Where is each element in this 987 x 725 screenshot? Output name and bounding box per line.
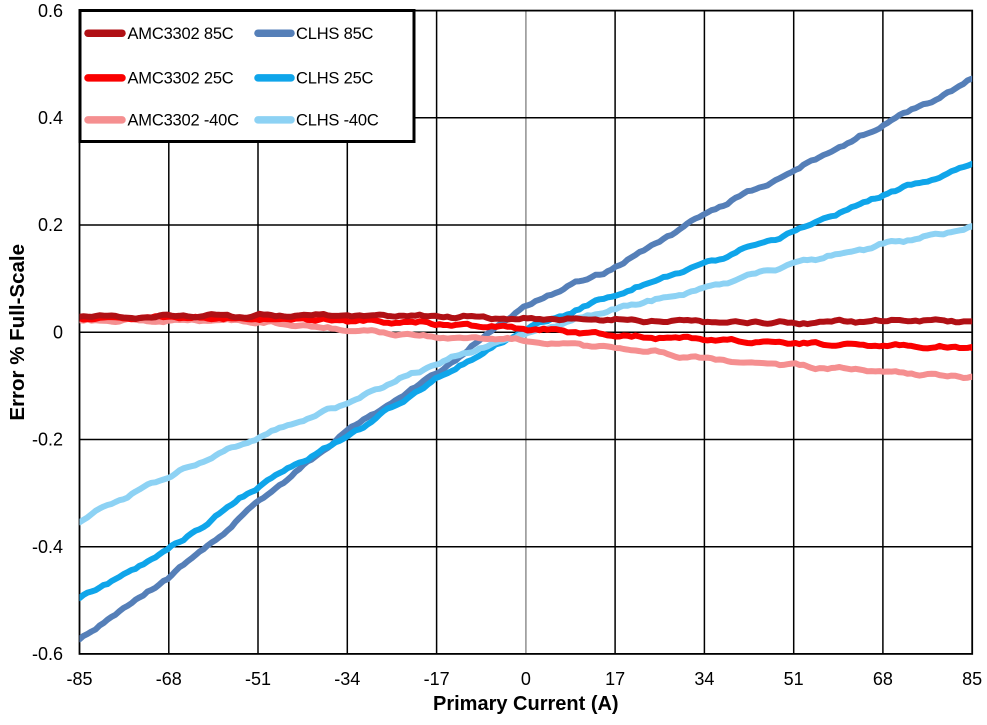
svg-text:Error % Full-Scale: Error % Full-Scale — [6, 244, 29, 421]
svg-text:34: 34 — [694, 669, 714, 689]
svg-text:AMC3302 25C: AMC3302 25C — [128, 70, 234, 88]
svg-text:AMC3302 85C: AMC3302 85C — [128, 25, 234, 43]
svg-text:-34: -34 — [334, 669, 360, 689]
svg-text:51: 51 — [784, 669, 804, 689]
svg-text:0.4: 0.4 — [38, 108, 63, 128]
svg-text:AMC3302 -40C: AMC3302 -40C — [128, 112, 240, 130]
svg-text:Primary Current (A): Primary Current (A) — [433, 693, 619, 715]
svg-text:-68: -68 — [156, 669, 182, 689]
svg-text:CLHS 85C: CLHS 85C — [296, 25, 374, 43]
svg-text:-85: -85 — [66, 669, 92, 689]
svg-text:17: 17 — [605, 669, 625, 689]
svg-text:0.6: 0.6 — [38, 1, 63, 21]
svg-text:-17: -17 — [424, 669, 450, 689]
svg-text:0: 0 — [53, 322, 63, 342]
svg-text:CLHS 25C: CLHS 25C — [296, 70, 374, 88]
svg-text:-51: -51 — [245, 669, 271, 689]
svg-text:85: 85 — [962, 669, 982, 689]
svg-text:CLHS -40C: CLHS -40C — [296, 112, 379, 130]
svg-text:-0.2: -0.2 — [32, 430, 63, 450]
svg-text:-0.4: -0.4 — [32, 537, 63, 557]
svg-text:0: 0 — [521, 669, 531, 689]
svg-text:0.2: 0.2 — [38, 215, 63, 235]
svg-text:-0.6: -0.6 — [32, 644, 63, 664]
svg-text:68: 68 — [873, 669, 893, 689]
